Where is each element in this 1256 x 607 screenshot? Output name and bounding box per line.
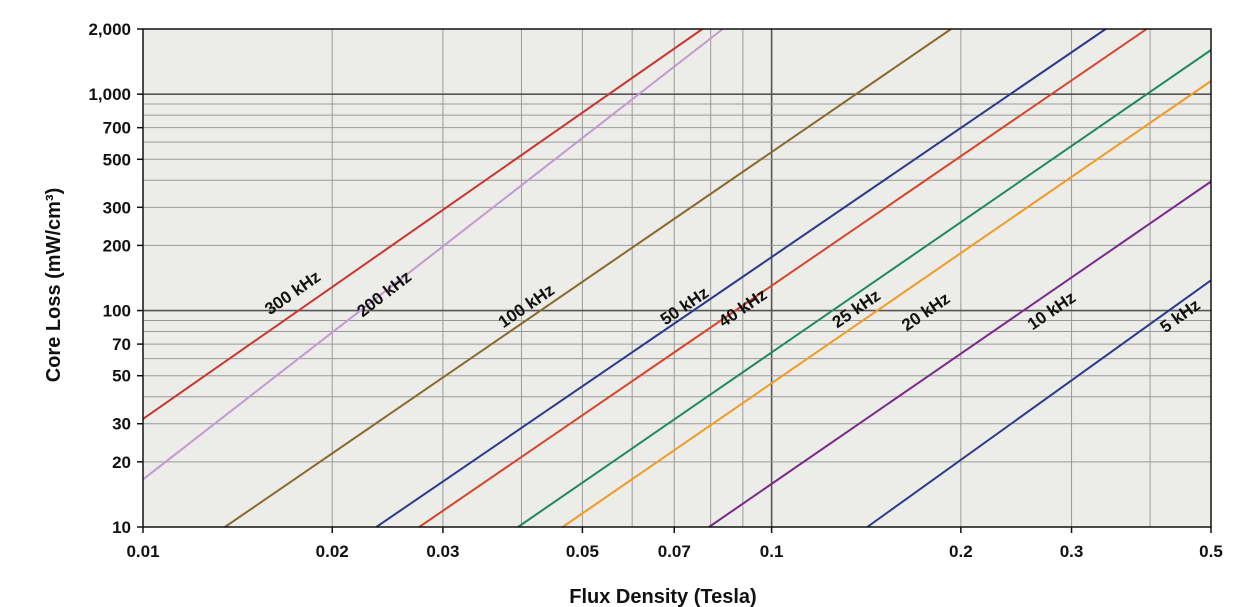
plot-border — [142, 28, 1212, 528]
series-line-200-khz — [142, 28, 724, 481]
x-tick-label: 0.5 — [1199, 542, 1223, 561]
y-tick-label: 2,000 — [88, 20, 131, 39]
series-lines — [142, 28, 1212, 528]
y-axis-title: Core Loss (mW/cm³) — [43, 188, 65, 382]
y-tick-labels: 10 20 30 50 70 100 200 300 500 700 1,000 2,000 — [88, 20, 143, 537]
y-tick-label: 1,000 — [88, 85, 131, 104]
y-tick-label: 70 — [112, 335, 131, 354]
series-line-50-khz — [375, 28, 1107, 528]
x-tick-labels: 0.01 0.02 0.03 0.05 0.07 0.1 0.2 0.3 0.5 — [126, 527, 1223, 561]
x-tick-label: 0.3 — [1060, 542, 1084, 561]
x-tick-label: 0.05 — [566, 542, 599, 561]
series-line-40-khz — [418, 28, 1148, 528]
series-line-10-khz — [708, 180, 1212, 528]
y-tick-label: 700 — [103, 119, 131, 138]
x-tick-label: 0.1 — [760, 542, 784, 561]
series-line-5-khz — [866, 279, 1212, 528]
plot-background — [143, 29, 1211, 527]
series-line-25-khz — [517, 49, 1212, 528]
x-tick-label: 0.07 — [658, 542, 691, 561]
series-line-20-khz — [562, 80, 1212, 528]
x-tick-label: 0.03 — [426, 542, 459, 561]
y-tick-label: 300 — [103, 198, 131, 217]
y-tick-label: 200 — [103, 236, 131, 255]
series-line-300-khz — [142, 28, 703, 420]
y-tick-label: 20 — [112, 453, 131, 472]
y-tick-label: 50 — [112, 367, 131, 386]
x-tick-label: 0.2 — [949, 542, 973, 561]
series-line-100-khz — [224, 28, 952, 528]
y-tick-label: 100 — [103, 302, 131, 321]
y-tick-label: 10 — [112, 518, 131, 537]
y-tick-label: 30 — [112, 415, 131, 434]
x-tick-label: 0.01 — [126, 542, 159, 561]
x-axis-title: Flux Density (Tesla) — [569, 586, 756, 607]
x-tick-label: 0.02 — [316, 542, 349, 561]
y-tick-label: 500 — [103, 150, 131, 169]
